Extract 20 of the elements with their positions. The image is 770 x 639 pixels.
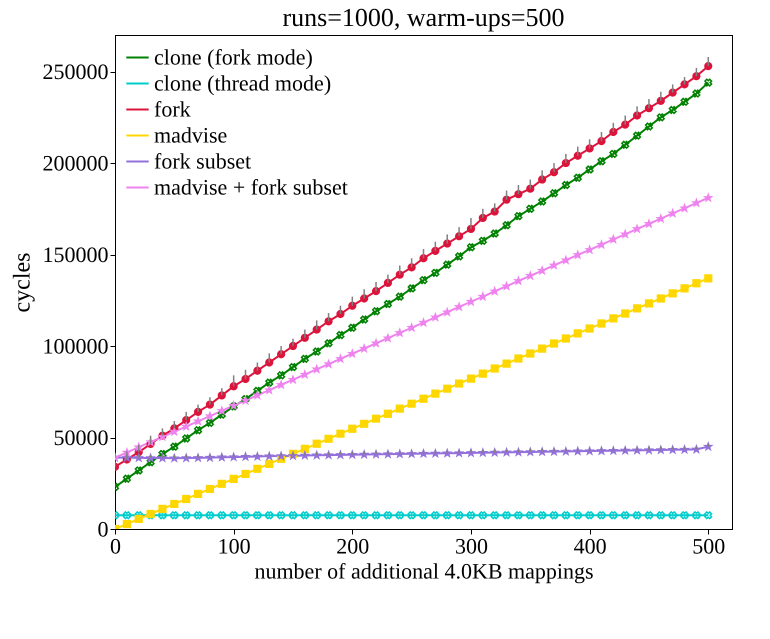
y-axis-title: cycles [10, 252, 36, 312]
x-tick-label: 500 [692, 534, 726, 558]
y-tick-label: 0 [98, 516, 108, 542]
chart-title: runs=1000, warm-ups=500 [282, 3, 565, 32]
y-tick-label: 100000 [42, 334, 108, 359]
legend-label: fork [154, 96, 191, 122]
x-tick-label: 100 [218, 534, 251, 558]
legend-label: clone (fork mode) [154, 44, 313, 70]
y-tick-label: 150000 [42, 242, 108, 268]
y-tick-label: 250000 [42, 59, 108, 84]
x-tick-label: 200 [336, 534, 370, 558]
legend-label: fork subset [154, 148, 252, 174]
y-tick-label: 200000 [42, 150, 108, 176]
legend-label: clone (thread mode) [154, 70, 332, 96]
x-tick-label: 300 [454, 534, 488, 558]
y-tick-label: 50000 [54, 425, 108, 450]
x-tick-label: 400 [574, 534, 607, 558]
legend-label: madvise + fork subset [154, 174, 348, 200]
legend-label: madvise [154, 122, 228, 148]
x-axis-title: number of additional 4.0KB mappings [254, 558, 594, 584]
